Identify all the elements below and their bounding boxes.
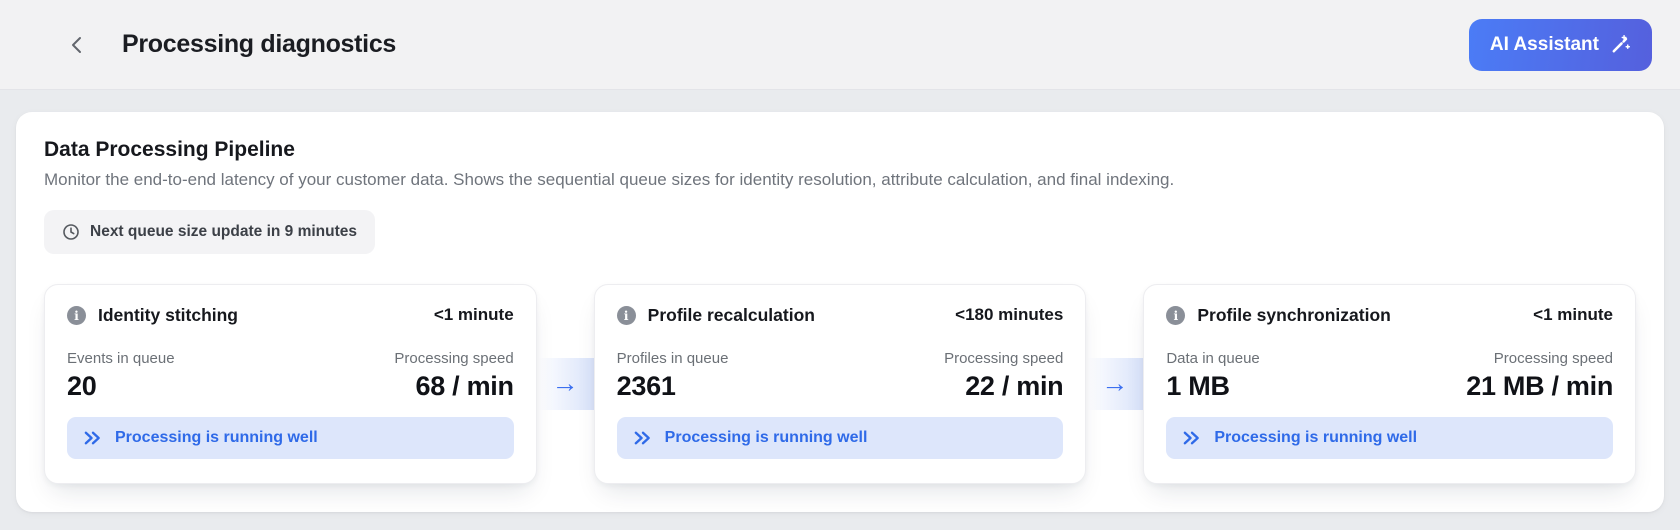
stage-metrics: Data in queue 1 MB Processing speed 21 M… bbox=[1166, 350, 1613, 402]
queue-label: Profiles in queue bbox=[616, 349, 729, 367]
double-chevron-right-icon bbox=[83, 430, 102, 446]
chevron-left-icon bbox=[67, 34, 89, 56]
queue-metric: Profiles in queue 2361 bbox=[617, 350, 729, 402]
pipeline-description: Monitor the end-to-end latency of your c… bbox=[44, 170, 1175, 189]
queue-label: Data in queue bbox=[1166, 349, 1260, 367]
stage-status-text: Processing is running well bbox=[664, 428, 868, 446]
stage-time-estimate: <1 minute bbox=[433, 305, 514, 325]
info-icon[interactable]: i bbox=[616, 305, 636, 325]
speed-value: 68 / min bbox=[415, 370, 514, 401]
stage-header: i Profile synchronization <1 minute bbox=[1166, 305, 1613, 326]
speed-metric: Processing speed 21 MB / min bbox=[1466, 350, 1613, 402]
speed-metric: Processing speed 22 / min bbox=[944, 349, 1064, 402]
ai-assistant-label: AI Assistant bbox=[1489, 33, 1599, 55]
info-icon[interactable]: i bbox=[67, 305, 86, 325]
arrow-right-icon: → bbox=[551, 368, 579, 399]
stage-status: Processing is running well bbox=[1166, 416, 1614, 459]
pipeline-connector: → bbox=[536, 357, 594, 410]
pipeline-title: Data Processing Pipeline bbox=[44, 138, 295, 161]
queue-value: 20 bbox=[67, 370, 97, 401]
queue-metric: Events in queue 20 bbox=[67, 350, 175, 402]
queue-value: 2361 bbox=[616, 370, 676, 401]
queue-label: Events in queue bbox=[67, 349, 175, 367]
stage-time-estimate: <1 minute bbox=[1533, 305, 1614, 325]
stage-metrics: Events in queue 20 Processing speed 68 /… bbox=[67, 350, 514, 402]
stage-name: Profile synchronization bbox=[1197, 304, 1391, 325]
info-icon[interactable]: i bbox=[1166, 305, 1186, 325]
pipeline-stages: i Identity stitching <1 minute Events in… bbox=[44, 283, 1637, 484]
stage-header: i Profile recalculation <180 minutes bbox=[616, 304, 1064, 326]
ai-assistant-button[interactable]: AI Assistant bbox=[1468, 18, 1652, 71]
speed-label: Processing speed bbox=[394, 349, 514, 367]
magic-wand-icon bbox=[1610, 34, 1631, 55]
pipeline-card: Data Processing Pipeline Monitor the end… bbox=[16, 112, 1664, 512]
speed-value: 21 MB / min bbox=[1466, 370, 1614, 401]
page-header: Processing diagnostics AI Assistant bbox=[0, 0, 1680, 90]
page-title: Processing diagnostics bbox=[122, 30, 397, 58]
stage-status-text: Processing is running well bbox=[115, 428, 318, 446]
stage-status-text: Processing is running well bbox=[1214, 428, 1418, 446]
arrow-right-icon: → bbox=[1101, 368, 1129, 399]
content-area: Data Processing Pipeline Monitor the end… bbox=[0, 90, 1680, 530]
stage-metrics: Profiles in queue 2361 Processing speed … bbox=[617, 350, 1064, 402]
speed-value: 22 / min bbox=[965, 370, 1064, 401]
pipeline-connector: → bbox=[1086, 357, 1144, 410]
double-chevron-right-icon bbox=[1182, 430, 1201, 446]
queue-value: 1 MB bbox=[1166, 370, 1230, 401]
back-button[interactable] bbox=[60, 27, 96, 63]
queue-metric: Data in queue 1 MB bbox=[1166, 350, 1259, 402]
stage-card-profile-recalculation: i Profile recalculation <180 minutes Pro… bbox=[593, 283, 1087, 484]
speed-label: Processing speed bbox=[944, 349, 1064, 367]
stage-status: Processing is running well bbox=[67, 416, 514, 459]
stage-header: i Identity stitching <1 minute bbox=[67, 305, 514, 326]
stage-name: Identity stitching bbox=[98, 304, 238, 325]
clock-icon bbox=[62, 223, 80, 241]
stage-card-identity-stitching: i Identity stitching <1 minute Events in… bbox=[44, 283, 537, 484]
queue-update-text: Next queue size update in 9 minutes bbox=[90, 222, 358, 240]
speed-metric: Processing speed 68 / min bbox=[394, 349, 514, 402]
stage-status: Processing is running well bbox=[616, 416, 1064, 459]
stage-card-profile-synchronization: i Profile synchronization <1 minute Data… bbox=[1143, 283, 1637, 484]
double-chevron-right-icon bbox=[633, 430, 652, 446]
speed-label: Processing speed bbox=[1493, 349, 1614, 367]
stage-time-estimate: <180 minutes bbox=[955, 305, 1064, 325]
queue-update-badge: Next queue size update in 9 minutes bbox=[44, 209, 376, 254]
stage-name: Profile recalculation bbox=[647, 304, 815, 325]
